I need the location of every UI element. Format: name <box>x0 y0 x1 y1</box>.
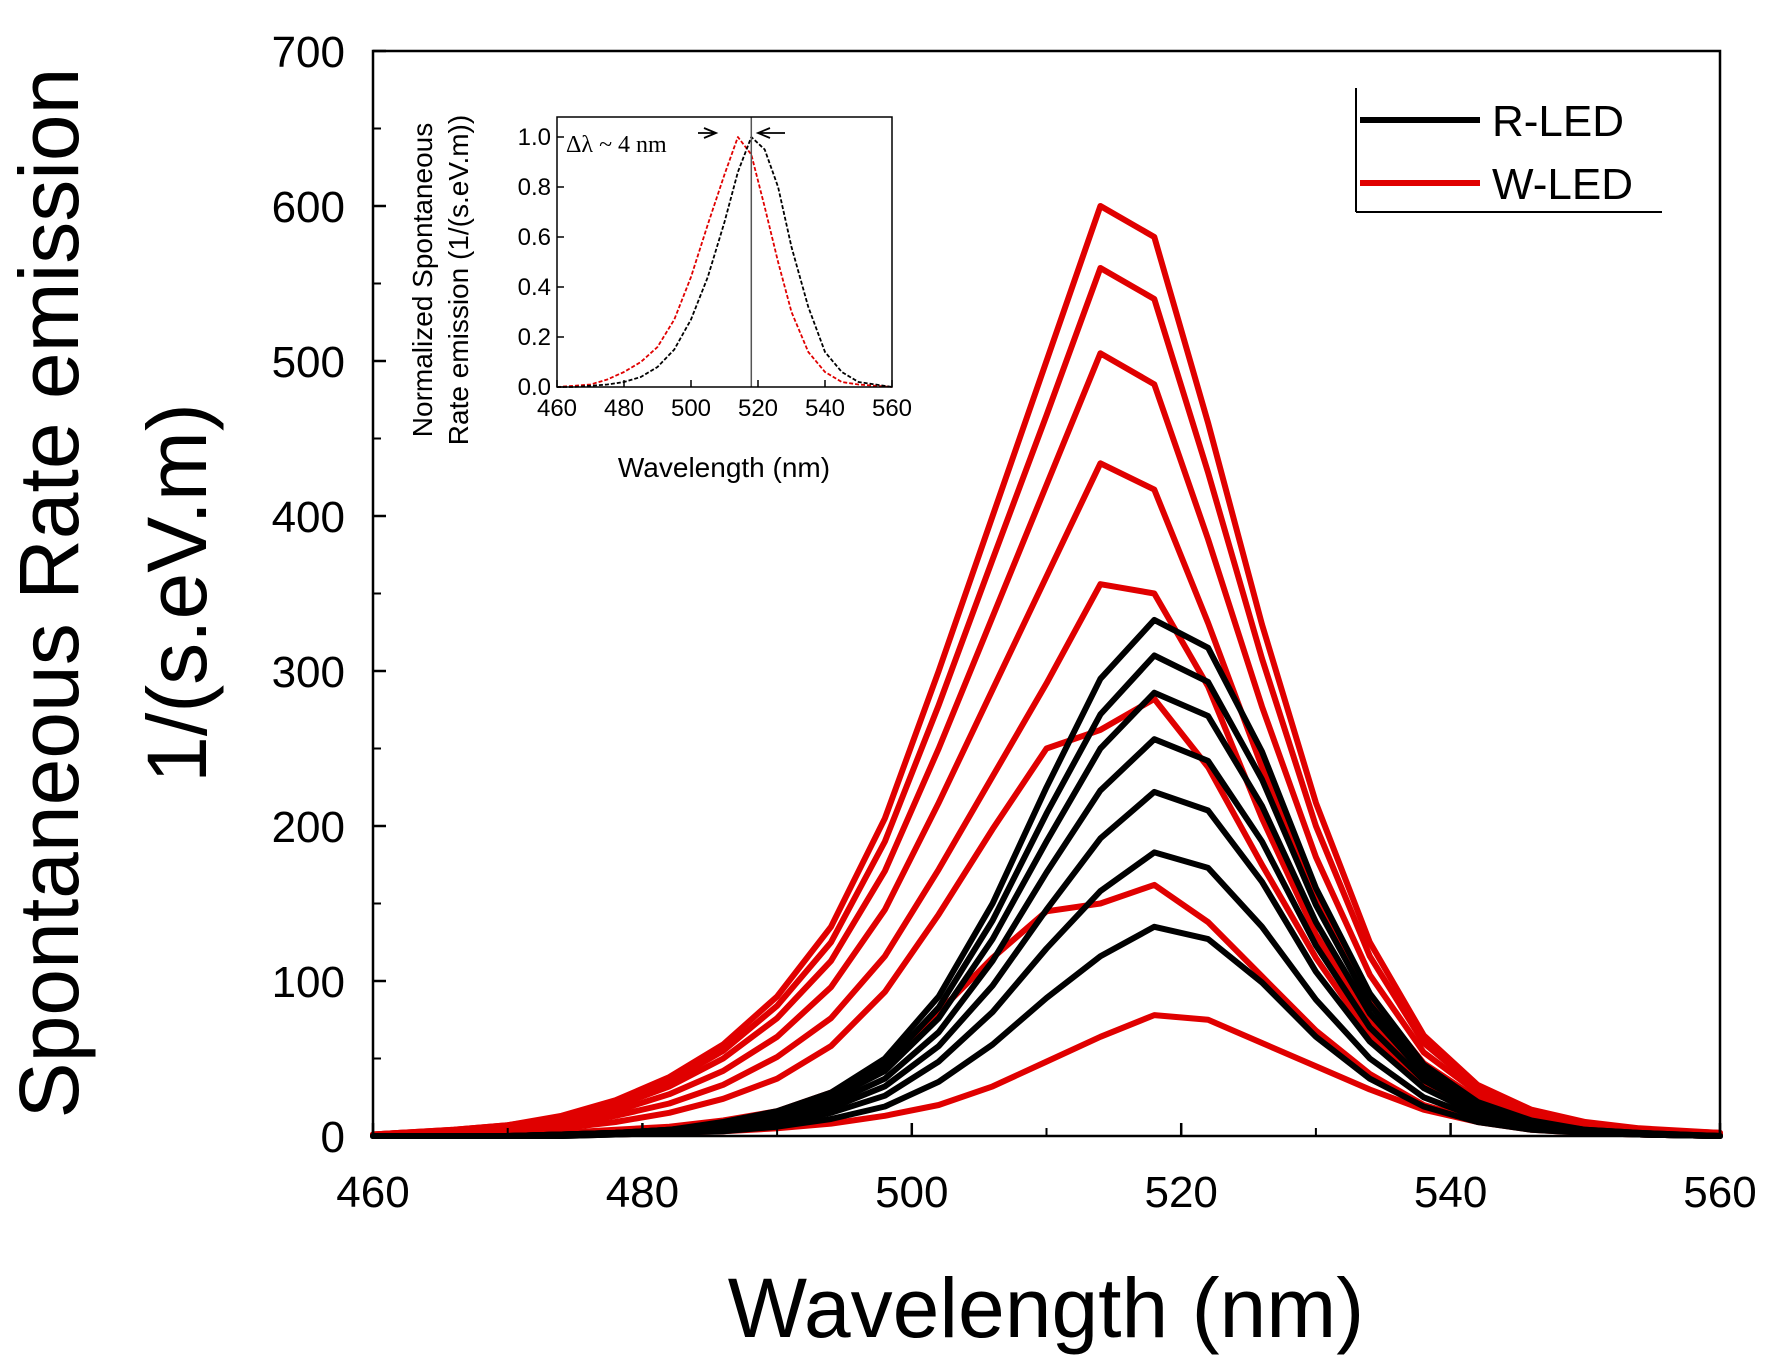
main-x-tick-label: 500 <box>875 1168 948 1217</box>
inset-y-tick-label: 0.6 <box>518 224 551 251</box>
inset-x-tick-label: 460 <box>537 395 577 422</box>
main-y-tick-label: 700 <box>272 28 345 77</box>
main-x-axis-title: Wavelength (nm) <box>728 1261 1364 1355</box>
legend: R-LED W-LED <box>1355 88 1662 213</box>
main-y-tick-label: 600 <box>272 183 345 232</box>
inset-y-tick-label: 0.4 <box>518 274 551 301</box>
inset-x-tick-label: 480 <box>604 395 644 422</box>
inset-x-tick-label: 520 <box>738 395 778 422</box>
inset-y-tick-label: 0.2 <box>518 324 551 351</box>
inset-series-group <box>556 136 893 388</box>
inset-y-axis: 0.0 0.2 0.4 0.6 0.8 1.0 <box>518 124 564 401</box>
inset-series-line-w-led <box>556 136 893 388</box>
inset-y-axis-title-line1: Normalized Spontaneous <box>407 123 438 437</box>
inset-background <box>557 117 892 387</box>
main-chart: 460 480 500 520 540 560 0 100 200 300 400 500 600 70… <box>2 28 1757 1355</box>
main-y-tick-label: 300 <box>272 648 345 697</box>
inset-x-axis: 460 480 500 520 540 560 <box>537 380 912 422</box>
inset-y-tick-label: 0.8 <box>518 174 551 201</box>
inset-y-tick-label: 1.0 <box>518 124 551 151</box>
inset-y-axis-title-line2: Rate emission (1/(s.eV.m)) <box>443 115 474 445</box>
inset-annotation: Δλ ~ 4 nm <box>566 132 667 158</box>
legend-label-r-led: R-LED <box>1492 97 1624 146</box>
main-x-tick-label: 480 <box>606 1168 679 1217</box>
inset-arrow-left <box>698 127 719 139</box>
main-series-group <box>370 203 1723 1139</box>
main-y-tick-label: 200 <box>272 803 345 852</box>
main-y-axis-title-line1: Spontaneous Rate emission <box>2 68 96 1119</box>
inset-x-tick-label: 500 <box>671 395 711 422</box>
main-x-tick-label: 520 <box>1144 1168 1217 1217</box>
main-x-tick-label: 560 <box>1683 1168 1756 1217</box>
inset-series-line-r-led <box>557 136 893 388</box>
main-y-tick-label: 400 <box>272 493 345 542</box>
main-x-tick-label: 460 <box>336 1168 409 1217</box>
legend-label-w-led: W-LED <box>1492 160 1633 209</box>
inset-y-tick-label: 0.0 <box>518 374 551 401</box>
main-series-line-w-led-3 <box>370 350 1723 1138</box>
main-x-axis: 460 480 500 520 540 560 <box>336 1123 1757 1217</box>
main-y-axis: 0 100 200 300 400 500 600 700 <box>272 28 386 1162</box>
main-x-tick-label: 540 <box>1414 1168 1487 1217</box>
main-y-tick-label: 100 <box>272 958 345 1007</box>
inset-x-tick-label: 540 <box>805 395 845 422</box>
inset-arrow-right <box>755 127 785 139</box>
inset-x-axis-title: Wavelength (nm) <box>618 452 830 483</box>
inset-x-tick-label: 560 <box>872 395 912 422</box>
inset-chart: 460 480 500 520 540 560 0.0 0.2 0.4 0.6 0.8 1.0 Δλ… <box>407 115 912 483</box>
main-y-tick-label: 500 <box>272 338 345 387</box>
main-y-axis-title-line2: 1/(s.eV.m) <box>130 403 224 783</box>
main-y-tick-label: 0 <box>321 1113 345 1162</box>
inset-plot-frame <box>556 116 893 388</box>
